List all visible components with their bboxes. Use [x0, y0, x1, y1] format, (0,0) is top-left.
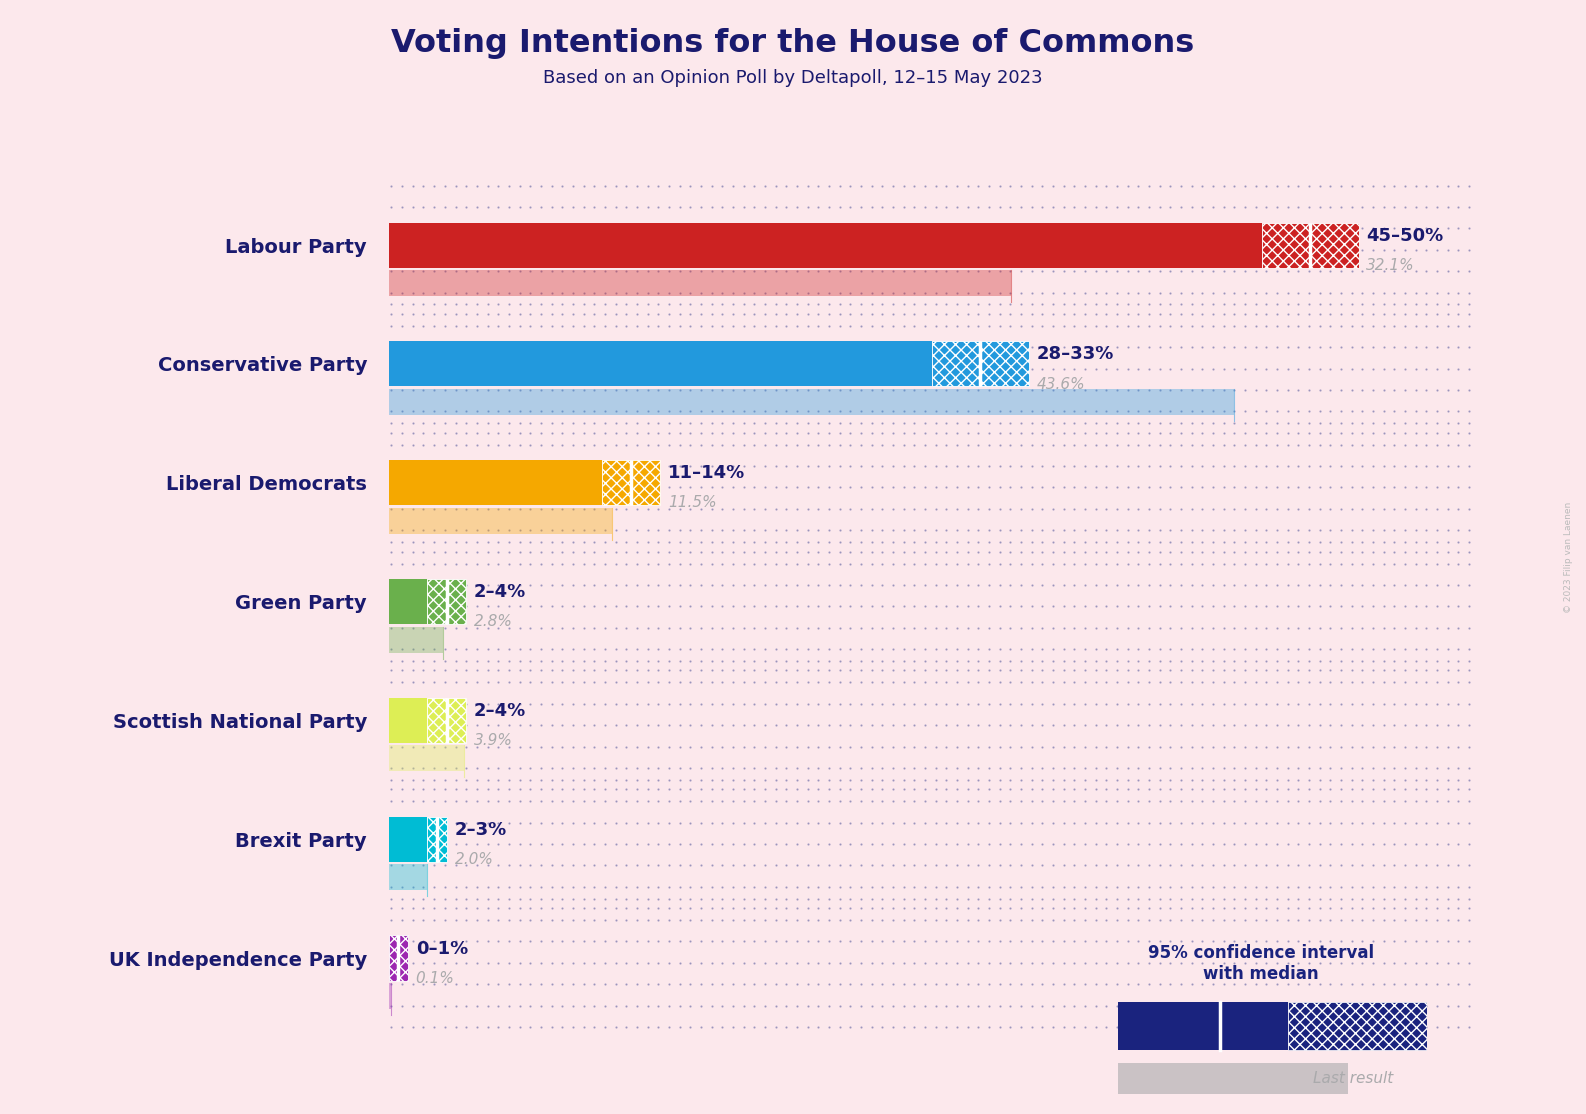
- Text: © 2023 Filip van Laenen: © 2023 Filip van Laenen: [1564, 501, 1573, 613]
- Bar: [389, 579, 427, 624]
- Bar: [389, 817, 427, 862]
- Text: 2.0%: 2.0%: [455, 852, 493, 867]
- Text: 43.6%: 43.6%: [1037, 377, 1085, 392]
- Bar: [389, 626, 442, 653]
- Bar: [389, 864, 427, 890]
- Bar: [1118, 1001, 1288, 1051]
- Text: Last result: Last result: [1313, 1071, 1393, 1086]
- Text: 2–3%: 2–3%: [455, 821, 508, 839]
- Bar: [1288, 1001, 1427, 1051]
- Text: 2.8%: 2.8%: [474, 614, 512, 629]
- Bar: [389, 745, 465, 772]
- Text: 3.9%: 3.9%: [474, 733, 512, 749]
- Text: 2–4%: 2–4%: [474, 702, 527, 720]
- Bar: [389, 936, 408, 980]
- Bar: [389, 460, 603, 506]
- Bar: [389, 697, 427, 743]
- Bar: [389, 983, 390, 1009]
- Text: 0–1%: 0–1%: [416, 939, 468, 958]
- Bar: [427, 817, 447, 862]
- Bar: [1261, 223, 1359, 267]
- Text: 32.1%: 32.1%: [1366, 257, 1415, 273]
- Text: 11–14%: 11–14%: [668, 465, 745, 482]
- Bar: [389, 270, 1012, 296]
- Text: Voting Intentions for the House of Commons: Voting Intentions for the House of Commo…: [392, 28, 1194, 59]
- Text: Based on an Opinion Poll by Deltapoll, 12–15 May 2023: Based on an Opinion Poll by Deltapoll, 1…: [542, 69, 1044, 87]
- Text: 0.1%: 0.1%: [416, 970, 455, 986]
- Bar: [933, 341, 1029, 387]
- Bar: [389, 389, 1234, 416]
- Bar: [427, 697, 466, 743]
- Text: 45–50%: 45–50%: [1366, 226, 1443, 245]
- Bar: [427, 579, 466, 624]
- Text: 11.5%: 11.5%: [668, 496, 717, 510]
- Text: 2–4%: 2–4%: [474, 583, 527, 602]
- Bar: [389, 341, 933, 387]
- Bar: [389, 223, 1261, 267]
- Bar: [389, 508, 612, 534]
- Bar: [603, 460, 660, 506]
- Text: 95% confidence interval
with median: 95% confidence interval with median: [1148, 945, 1373, 983]
- Text: 28–33%: 28–33%: [1037, 345, 1113, 363]
